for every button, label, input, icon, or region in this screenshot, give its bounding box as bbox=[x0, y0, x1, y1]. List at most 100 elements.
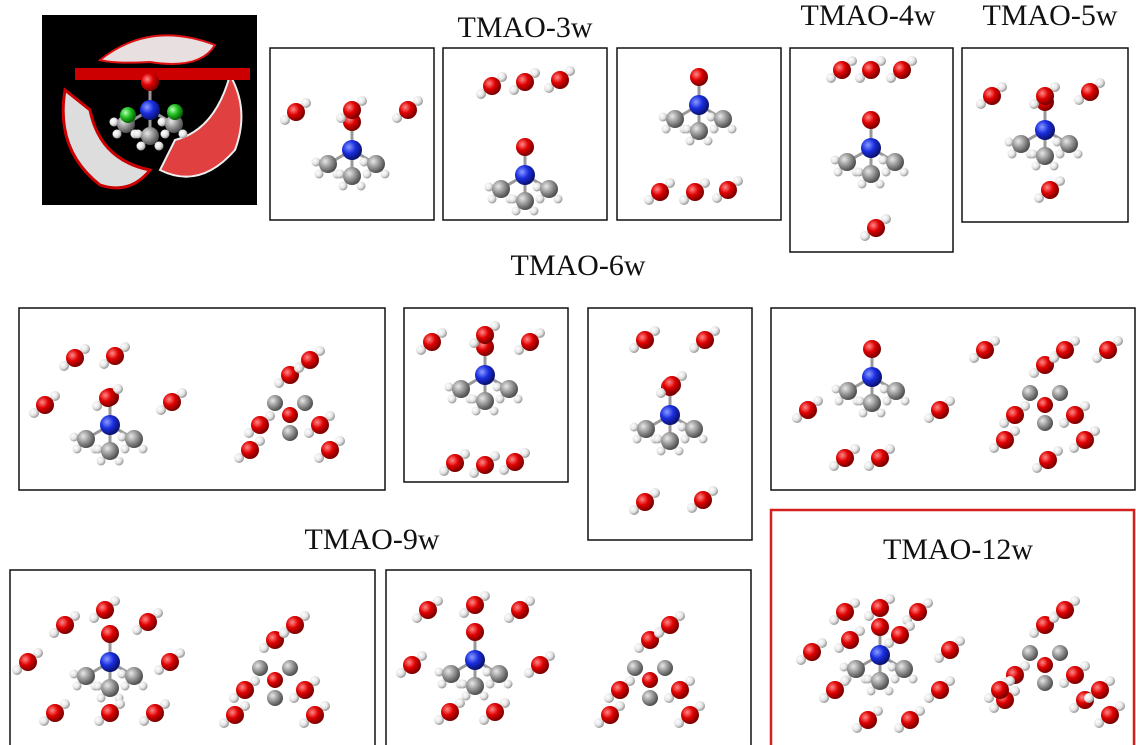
hydrogen-atom bbox=[438, 680, 447, 689]
hydrogen-atom bbox=[885, 687, 894, 696]
oxygen-atom bbox=[1076, 431, 1094, 449]
nitrogen-atom bbox=[870, 645, 890, 665]
hydrogen-atom bbox=[858, 180, 867, 189]
nitrogen-atom bbox=[140, 100, 160, 120]
oxygen-atom bbox=[996, 431, 1014, 449]
carbon-atom bbox=[476, 392, 494, 410]
oxygen-atom bbox=[311, 416, 329, 434]
oxygen-atom bbox=[863, 340, 881, 358]
oxygen-atom bbox=[871, 449, 889, 467]
oxygen-atom bbox=[696, 331, 714, 349]
oxygen-atom bbox=[891, 626, 909, 644]
carbon-atom bbox=[125, 430, 143, 448]
hydrogen-atom bbox=[480, 692, 489, 701]
hydrogen-atom bbox=[139, 445, 148, 454]
hydrogen-atom bbox=[876, 180, 885, 189]
page: {"labels": {"tmao_3w": "TMAO-3w", "tmao_… bbox=[0, 0, 1136, 745]
carbon-atom bbox=[642, 690, 658, 706]
oxygen-atom bbox=[56, 616, 74, 634]
oxygen-atom bbox=[661, 616, 679, 634]
carbon-atom bbox=[685, 420, 703, 438]
oxygen-atom bbox=[483, 77, 501, 95]
oxygen-atom bbox=[146, 704, 164, 722]
oxygen-atom bbox=[833, 61, 851, 79]
oxygen-atom bbox=[1039, 451, 1057, 469]
oxygen-atom bbox=[636, 493, 654, 511]
hydrogen-atom bbox=[448, 395, 457, 404]
oxygen-atom bbox=[836, 603, 854, 621]
oxygen-atom bbox=[893, 61, 911, 79]
oxygen-atom bbox=[671, 681, 689, 699]
carbon-atom bbox=[297, 395, 313, 411]
carbon-atom bbox=[101, 679, 119, 697]
oxygen-atom bbox=[286, 616, 304, 634]
hydrogen-atom bbox=[835, 397, 844, 406]
hydrogen-atom bbox=[1050, 162, 1059, 171]
oxygen-atom bbox=[651, 183, 669, 201]
oxygen-atom bbox=[287, 103, 305, 121]
carbon-atom bbox=[871, 672, 889, 690]
hydrogen-atom bbox=[554, 195, 563, 204]
hydrogen-atom bbox=[121, 682, 130, 691]
hydrogen-atom bbox=[530, 207, 539, 216]
carbon-atom bbox=[1060, 135, 1078, 153]
oxygen-atom bbox=[1006, 406, 1024, 424]
oxygen-atom bbox=[36, 396, 54, 414]
hydrogen-atom bbox=[490, 407, 499, 416]
oxygen-atom bbox=[871, 599, 889, 617]
nitrogen-atom bbox=[100, 415, 120, 435]
carbon-atom bbox=[282, 660, 298, 676]
label: TMAO-5w bbox=[983, 0, 1118, 32]
hydrogen-atom bbox=[883, 397, 892, 406]
carbon-atom bbox=[125, 667, 143, 685]
shell-band bbox=[75, 68, 250, 80]
hydrogen-atom bbox=[363, 170, 372, 179]
carbon-atom bbox=[516, 192, 534, 210]
carbon-atom bbox=[1012, 135, 1030, 153]
oxygen-atom bbox=[423, 333, 441, 351]
oxygen-atom bbox=[1066, 666, 1084, 684]
hydrogen-atom bbox=[657, 447, 666, 456]
nitrogen-atom bbox=[1035, 120, 1055, 140]
hydrogen-atom bbox=[339, 182, 348, 191]
oxygen-atom bbox=[96, 601, 114, 619]
oxygen-atom bbox=[799, 401, 817, 419]
oxygen-atom bbox=[636, 331, 654, 349]
oxygen-atom bbox=[859, 711, 877, 729]
oxygen-atom bbox=[1036, 87, 1054, 105]
oxygen-atom bbox=[1091, 681, 1109, 699]
hydrogen-atom bbox=[97, 457, 106, 466]
carbon-atom bbox=[267, 690, 283, 706]
oxygen-atom bbox=[516, 73, 534, 91]
nitrogen-atom bbox=[465, 650, 485, 670]
label: TMAO-6w bbox=[511, 249, 646, 282]
hydrogen-atom bbox=[901, 397, 910, 406]
nitrogen-atom bbox=[100, 652, 120, 672]
hydrogen-atom bbox=[113, 130, 122, 139]
oxygen-atom bbox=[466, 596, 484, 614]
hydrogen-atom bbox=[536, 195, 545, 204]
oxygen-atom bbox=[551, 71, 569, 89]
oxygen-atom bbox=[803, 643, 821, 661]
hydrogen-atom bbox=[834, 168, 843, 177]
carbon-atom bbox=[847, 660, 865, 678]
oxygen-atom bbox=[867, 219, 885, 237]
oxygen-atom bbox=[663, 376, 681, 394]
oxygen-atom bbox=[441, 703, 459, 721]
carbon-atom bbox=[895, 660, 913, 678]
oxygen-atom bbox=[941, 641, 959, 659]
hydrogen-atom bbox=[704, 137, 713, 146]
hydrogen-atom bbox=[496, 395, 505, 404]
oxygen-atom bbox=[306, 706, 324, 724]
oxygen-atom bbox=[267, 672, 283, 688]
oxygen-atom bbox=[486, 703, 504, 721]
carbon-atom bbox=[343, 167, 361, 185]
structure-box bbox=[19, 308, 385, 490]
hydrogen-atom bbox=[867, 687, 876, 696]
hydrogen-atom bbox=[710, 125, 719, 134]
hydrogen-atom bbox=[137, 142, 146, 151]
oxygen-atom bbox=[1101, 706, 1119, 724]
oxygen-atom bbox=[236, 681, 254, 699]
carbon-atom bbox=[141, 127, 159, 145]
hydrogen-atom bbox=[1032, 162, 1041, 171]
